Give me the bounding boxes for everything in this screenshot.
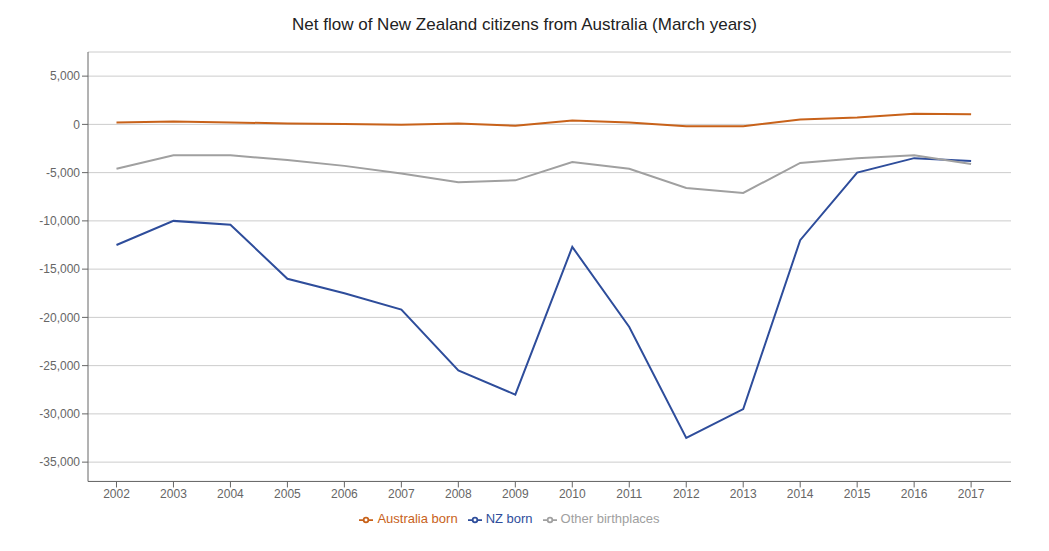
svg-text:2015: 2015 [844, 487, 871, 501]
svg-text:5,000: 5,000 [50, 69, 80, 83]
svg-text:-25,000: -25,000 [39, 359, 80, 373]
svg-text:2012: 2012 [673, 487, 700, 501]
svg-text:2011: 2011 [616, 487, 642, 501]
svg-text:-20,000: -20,000 [39, 311, 80, 325]
svg-text:2005: 2005 [274, 487, 301, 501]
svg-text:-15,000: -15,000 [39, 262, 80, 276]
svg-text:-5,000: -5,000 [46, 166, 80, 180]
svg-text:2017: 2017 [958, 487, 985, 501]
svg-text:2002: 2002 [103, 487, 130, 501]
svg-text:2010: 2010 [559, 487, 586, 501]
html-text:Australia born: Australia born [377, 511, 458, 527]
svg-text:-10,000: -10,000 [39, 214, 80, 228]
svg-text:2003: 2003 [160, 487, 187, 501]
svg-text:-30,000: -30,000 [39, 407, 80, 421]
svg-text:2006: 2006 [331, 487, 358, 501]
svg-text:-35,000: -35,000 [39, 455, 80, 469]
svg-text:0: 0 [73, 118, 80, 132]
svg-text:2016: 2016 [901, 487, 928, 501]
svg-text:2004: 2004 [217, 487, 244, 501]
html-text:NZ born: NZ born [485, 511, 533, 527]
svg-text:2007: 2007 [388, 487, 415, 501]
html-text:Net flow of New Zealand citize: Net flow of New Zealand citizens from Au… [292, 15, 757, 34]
html-text:Other birthplaces: Other birthplaces [560, 511, 660, 527]
svg-text:2008: 2008 [445, 487, 472, 501]
svg-text:2009: 2009 [502, 487, 529, 501]
svg-text:2014: 2014 [787, 487, 814, 501]
svg-text:2013: 2013 [730, 487, 757, 501]
